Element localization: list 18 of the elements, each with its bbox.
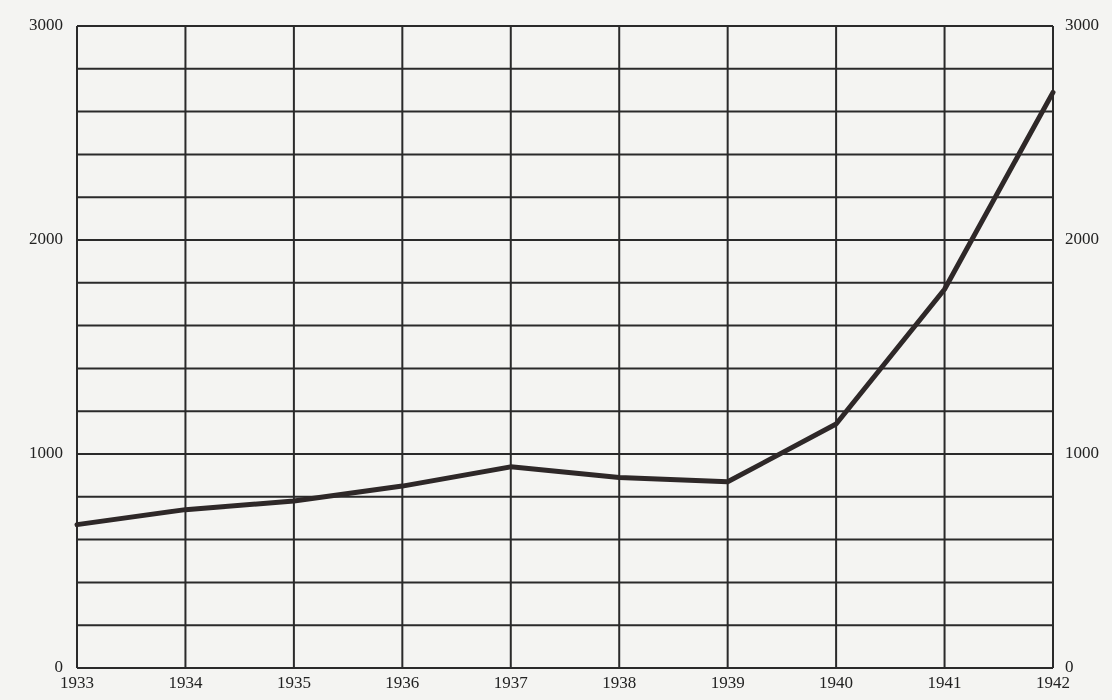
y2-tick-label: 3000 [1065,14,1099,34]
y-tick-label: 3000 [29,14,63,34]
y-tick-label: 2000 [29,228,63,248]
x-tick-label: 1942 [1036,673,1070,692]
y2-tick-label: 1000 [1065,442,1099,462]
x-tick-label: 1938 [602,673,637,692]
x-tick-label: 1937 [493,673,529,692]
x-tick-label: 1933 [60,673,94,692]
y-tick-label: 0 [54,656,63,676]
x-tick-label: 1935 [276,673,311,692]
x-tick-label: 1941 [927,673,962,692]
x-tick-label: 1936 [385,673,420,692]
y2-tick-label: 2000 [1065,228,1099,248]
x-tick-label: 1934 [168,673,203,692]
y2-tick-label: 0 [1065,656,1074,676]
x-tick-label: 1940 [819,673,854,692]
x-tick-label: 1939 [710,673,745,692]
y-tick-label: 1000 [29,442,63,462]
